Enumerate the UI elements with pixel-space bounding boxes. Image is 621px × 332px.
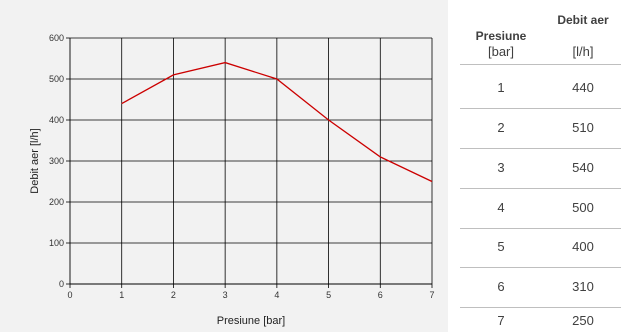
cell-debit-aer: 510 [572, 120, 594, 135]
cell-debit-aer: 400 [572, 239, 594, 254]
x-tick-label: 2 [171, 290, 176, 300]
y-tick-label: 600 [49, 33, 64, 43]
row-divider [460, 228, 621, 229]
y-tick-label: 0 [59, 279, 64, 289]
line-chart: 0 100 200 300 400 500 600 0 1 2 3 4 5 6 7 Presiune [bar… [29, 33, 435, 327]
y-tick-label: 100 [49, 238, 64, 248]
y-axis-title: Debit aer [l/h] [29, 128, 41, 193]
cell-debit-aer: 250 [572, 313, 594, 328]
x-tick-label: 3 [223, 290, 228, 300]
cell-presiune: 4 [497, 200, 505, 215]
cell-debit-aer: 310 [572, 279, 594, 294]
x-tick-label: 6 [378, 290, 383, 300]
x-tick-label: 0 [67, 290, 72, 300]
x-tick-label: 1 [119, 290, 124, 300]
cell-debit-aer: 500 [572, 200, 594, 215]
cell-presiune: 6 [497, 279, 505, 294]
header-presiune-unit: [bar] [487, 44, 514, 59]
row-divider [460, 267, 621, 268]
row-divider [460, 148, 621, 149]
cell-debit-aer: 440 [572, 80, 594, 95]
y-tick-label: 500 [49, 74, 64, 84]
x-tick-label: 5 [326, 290, 331, 300]
cell-presiune: 3 [497, 160, 505, 175]
x-tick-label: 4 [274, 290, 279, 300]
header-presiune: Presiune [475, 29, 527, 43]
data-table: Presiune [bar] Debit aer [l/h] 1 440 2 510 3… [460, 0, 621, 332]
y-tick-label: 200 [49, 197, 64, 207]
cell-presiune: 2 [497, 120, 505, 135]
row-divider [460, 307, 621, 308]
x-tick-label: 7 [429, 290, 434, 300]
y-tick-label: 300 [49, 156, 64, 166]
y-tick-label: 400 [49, 115, 64, 125]
row-divider [460, 108, 621, 109]
header-debit-aer-unit: [l/h] [572, 44, 594, 59]
chart-panel: 0 100 200 300 400 500 600 0 1 2 3 4 5 6 7 Presiune [bar… [0, 0, 448, 332]
header-debit-aer: Debit aer [557, 13, 609, 27]
row-divider [460, 188, 621, 189]
cell-presiune: 5 [497, 239, 505, 254]
cell-presiune: 1 [497, 80, 505, 95]
x-axis-title: Presiune [bar] [217, 315, 285, 327]
table-divider [460, 64, 621, 65]
cell-presiune: 7 [497, 313, 505, 328]
cell-debit-aer: 540 [572, 160, 594, 175]
